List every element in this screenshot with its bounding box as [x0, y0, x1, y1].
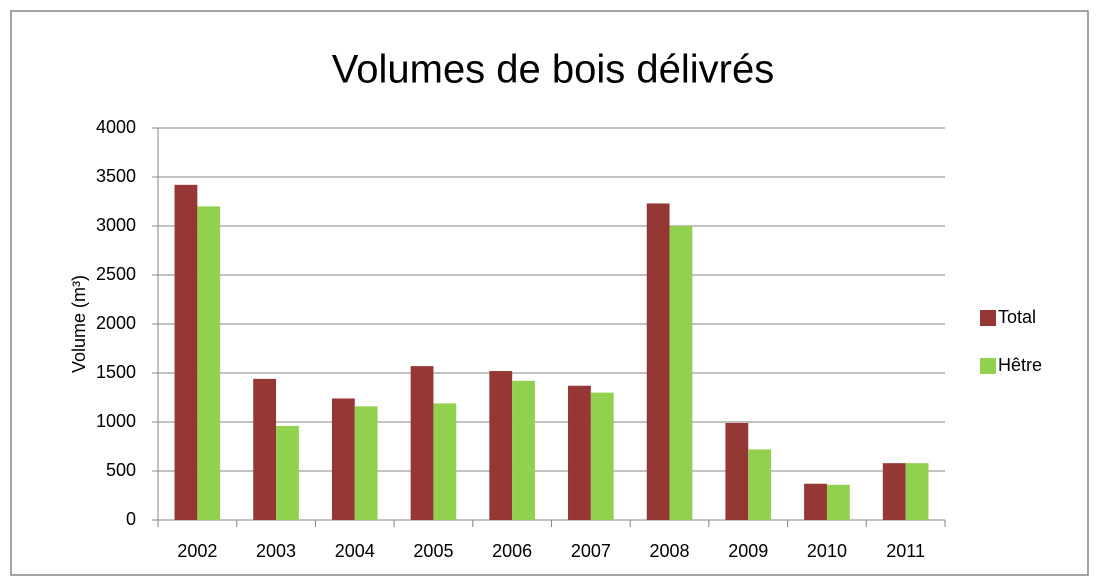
bar	[276, 425, 299, 520]
x-tick-label: 2008	[650, 541, 690, 561]
y-tick-label: 2000	[96, 313, 136, 333]
x-tick-label: 2002	[177, 541, 217, 561]
bar	[826, 484, 850, 520]
bar	[410, 366, 434, 520]
y-tick-label: 2500	[96, 264, 136, 284]
bar	[882, 463, 906, 520]
bar	[489, 371, 513, 520]
x-tick-label: 2011	[886, 541, 925, 561]
x-tick-label: 2005	[413, 541, 453, 561]
legend-swatch	[980, 358, 996, 374]
bar	[174, 184, 198, 520]
chart-title: Volumes de bois délivrés	[332, 48, 774, 92]
y-tick-label: 0	[126, 509, 136, 529]
bar	[331, 398, 355, 520]
legend-swatch	[980, 310, 996, 326]
x-tick-label: 2009	[728, 541, 768, 561]
bar	[748, 449, 772, 520]
y-tick-label: 500	[106, 460, 136, 480]
x-tick-label: 2003	[256, 541, 296, 561]
y-tick-label: 4000	[96, 117, 136, 137]
bar	[197, 206, 221, 520]
y-tick-label: 3000	[96, 215, 136, 235]
bar	[433, 403, 457, 520]
y-tick-label: 1000	[96, 411, 136, 431]
bar	[512, 380, 535, 520]
bar	[253, 378, 277, 520]
x-tick-label: 2004	[335, 541, 375, 561]
bar	[354, 406, 378, 520]
legend-label: Hêtre	[998, 355, 1042, 375]
x-tick-label: 2007	[571, 541, 611, 561]
bar	[804, 483, 827, 520]
bar	[590, 392, 614, 520]
y-axis-label: Volume (m³)	[69, 275, 89, 373]
x-tick-label: 2006	[492, 541, 532, 561]
y-tick-label: 3500	[96, 166, 136, 186]
bar	[646, 203, 670, 520]
bar	[905, 463, 929, 520]
y-tick-label: 1500	[96, 362, 136, 382]
bar	[568, 385, 591, 520]
bar	[669, 226, 693, 520]
bar	[725, 422, 749, 520]
x-tick-label: 2010	[807, 541, 847, 561]
legend-label: Total	[998, 307, 1036, 327]
